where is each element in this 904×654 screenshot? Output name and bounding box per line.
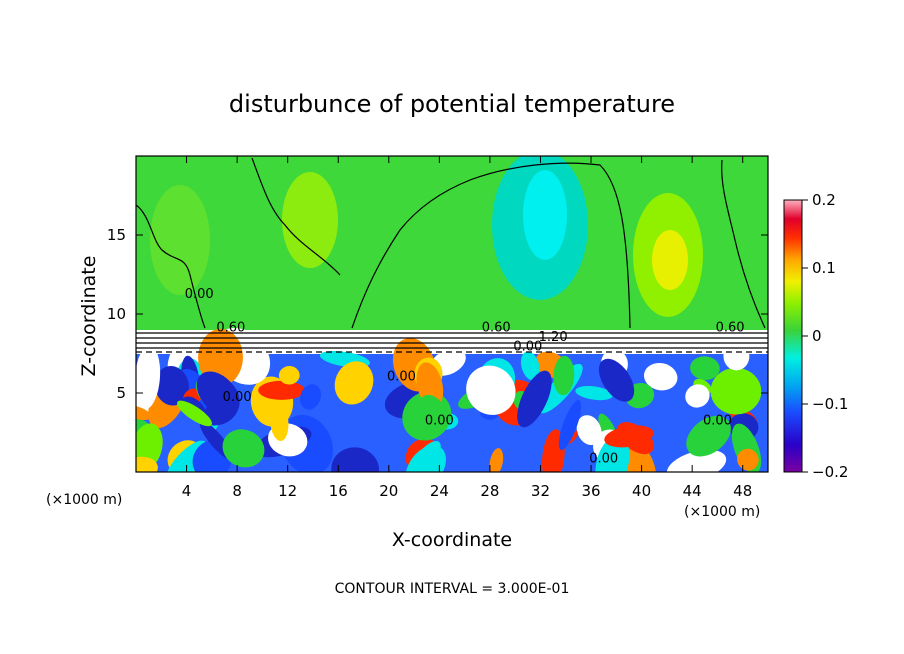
contour-zero-left [136,204,206,329]
x-tick-label: 48 [733,482,752,500]
turbulence-blob [666,449,727,472]
chart-title: disturbunce of potential temperature [229,90,675,118]
warm-anomaly-far-left [150,185,210,295]
y-axis-ticks: 5 10 15 [107,226,768,402]
x-tick-label: 24 [430,482,449,500]
colorbar-ticks: 0.2 0.1 0 −0.1 −0.2 [802,191,848,481]
colorbar-tick-label: −0.1 [812,395,848,413]
contour-label: 0.00 [185,287,214,302]
colorbar: 0.2 0.1 0 −0.1 −0.2 [783,191,848,481]
turbulence-blob [258,380,305,400]
turbulence-blob [176,400,213,427]
y-tick-label: 10 [107,305,126,323]
x-tick-label: 20 [379,482,398,500]
colorbar-tick-label: 0 [812,327,822,345]
y-axis-label: Z-coordinate [78,256,100,377]
contour-label: 0.00 [703,414,732,429]
turbulence-blob [136,456,158,472]
x-tick-label: 32 [531,482,550,500]
contour-labels: 0.60 0.60 0.601.200.000.000.000.000.000.00… [185,287,745,466]
turbulence-blob [690,356,720,380]
x-tick-label: 28 [480,482,499,500]
turbulence-blob [686,415,731,457]
contour-zero-upper-left [251,157,341,276]
y-tick-label: 15 [107,226,126,244]
turbulence-blob [299,384,322,410]
warm-anomaly-left [282,172,338,268]
contour-label: 0.00 [425,414,454,429]
y-tick-label: 5 [116,384,126,402]
turbulence-blob [604,425,654,448]
turbulence-blob [595,435,630,472]
colorbar-tick-label: 0.1 [812,259,836,277]
x-tick-label: 40 [632,482,651,500]
turbulence-blob [575,386,613,401]
x-tick-label: 36 [581,482,600,500]
turbulence-blob [558,400,582,451]
turbulence-blob [553,355,575,396]
colorbar-gradient [783,199,803,473]
turbulence-blob [710,367,762,415]
contour-label: 1.20 [539,330,568,345]
turbulence-blob [466,365,516,415]
x-tick-label: 12 [278,482,297,500]
colorbar-tick-label: 0.2 [812,191,836,209]
colorbar-tick-label: −0.2 [812,463,848,481]
turbulence-blob [334,361,374,405]
turbulence-blob [685,384,710,408]
turbulence-blob [643,362,678,391]
turbulence-blob [331,447,380,472]
warm-anomaly-core [652,230,688,290]
contour-label: 0.00 [223,390,252,405]
x-axis-label: X-coordinate [392,529,512,551]
turbulence-blob [598,358,635,402]
contour-label: 0.60 [716,320,745,335]
contour-interval-note: CONTOUR INTERVAL = 3.000E-01 [335,581,570,597]
x-axis-ticks: 4 8 12 16 20 24 28 32 36 40 44 48 [182,156,752,500]
contour-label: 0.00 [387,369,416,384]
contour-zero-middle [351,162,631,329]
x-tick-label: 16 [329,482,348,500]
contour-label: 0.00 [589,452,618,467]
turbulence-blob [520,351,540,381]
contour-label: 0.00 [513,339,542,354]
x-unit-label: (×1000 m) [684,504,760,520]
turbulence-blob [222,429,265,468]
turbulence-blob [420,394,445,420]
cool-anomaly-core [523,170,567,260]
turbulence-blob [576,415,602,446]
z-unit-label: (×1000 m) [46,492,122,508]
turbulence-blob [270,402,289,441]
turbulence-blob [489,448,504,472]
turbulence-blob [517,370,552,428]
turbulence-blob [278,366,300,385]
contour-zero-right [721,159,766,329]
contour-label: 0.60 [482,320,511,335]
turbulence-blob [723,342,750,371]
x-tick-label: 4 [182,482,192,500]
x-tick-label: 8 [232,482,242,500]
heatmap-field [136,156,768,472]
x-tick-label: 44 [683,482,702,500]
turbulence-blob [154,366,189,406]
turbulence-blob [196,371,240,417]
contour-label: 0.60 [216,320,245,335]
turbulence-blob [413,440,441,472]
contour-lines [136,157,768,353]
